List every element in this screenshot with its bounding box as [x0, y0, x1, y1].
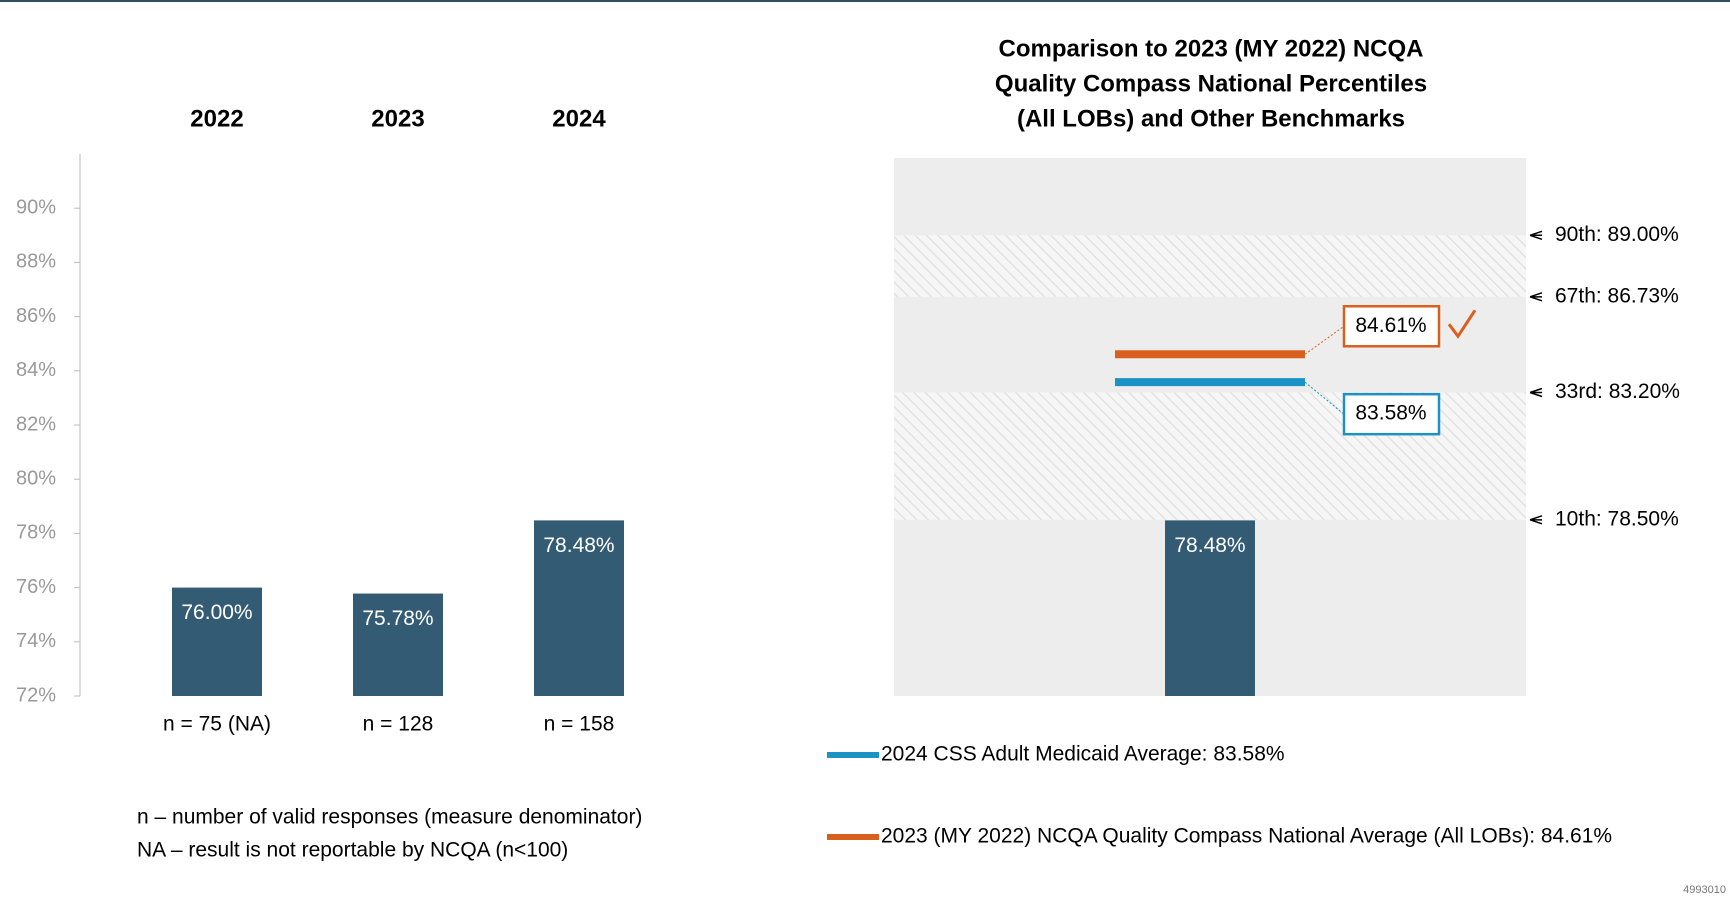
y-tick-label: 80% — [16, 467, 56, 489]
sample-size-label: n = 158 — [544, 713, 615, 736]
percentile-marker — [1529, 515, 1543, 525]
bar-value-label: 75.78% — [362, 607, 433, 630]
footer-code: 4993010 — [1683, 884, 1726, 896]
percentile-label: 90th: 89.00% — [1555, 223, 1679, 246]
y-tick-label: 86% — [16, 305, 56, 327]
legend-label: 2023 (MY 2022) NCQA Quality Compass Nati… — [881, 825, 1612, 848]
bar — [172, 587, 262, 696]
callout-box — [1342, 305, 1441, 348]
callout-box — [1342, 392, 1441, 436]
bar — [534, 520, 624, 696]
percentile-band — [894, 235, 1526, 297]
bar — [353, 593, 443, 696]
callout-label: 84.61% — [1355, 314, 1426, 337]
callout-label: 83.58% — [1355, 402, 1426, 425]
y-tick-label: 88% — [16, 251, 56, 273]
chart-title: (All LOBs) and Other Benchmarks — [1017, 105, 1405, 132]
y-tick-label: 74% — [16, 630, 56, 652]
y-tick-label: 84% — [16, 359, 56, 381]
y-tick-label: 90% — [16, 196, 56, 218]
percentile-label: 67th: 86.73% — [1555, 284, 1679, 307]
percentile-marker — [1529, 387, 1543, 398]
top-border — [0, 0, 1730, 2]
footnote: n – number of valid responses (measure d… — [137, 806, 642, 829]
bar — [1165, 520, 1255, 696]
year-label: 2022 — [190, 105, 243, 132]
y-tick-label: 76% — [16, 576, 56, 598]
checkmark-icon — [1447, 309, 1477, 339]
percentile-marker — [1529, 230, 1543, 241]
bar-value-label: 76.00% — [181, 601, 252, 624]
sample-size-label: n = 128 — [363, 713, 434, 736]
year-label: 2024 — [552, 105, 606, 132]
chart-title: Comparison to 2023 (MY 2022) NCQA — [998, 35, 1423, 62]
chart-title: Quality Compass National Percentiles — [995, 70, 1427, 97]
sample-size-label: n = 75 (NA) — [163, 713, 271, 736]
y-tick-label: 82% — [16, 413, 56, 435]
year-label: 2023 — [371, 105, 424, 132]
y-tick-label: 78% — [16, 522, 56, 544]
legend-label: 2024 CSS Adult Medicaid Average: 83.58% — [881, 743, 1285, 766]
callout-leader — [1304, 381, 1345, 415]
bar-value-label: 78.48% — [1174, 534, 1245, 557]
bar-value-label: 78.48% — [543, 534, 614, 557]
y-tick-label: 72% — [16, 684, 56, 706]
percentile-marker — [1529, 292, 1543, 302]
callout-leader — [1304, 325, 1345, 355]
percentile-label: 10th: 78.50% — [1555, 507, 1679, 530]
percentile-label: 33rd: 83.20% — [1555, 380, 1680, 403]
footnote: NA – result is not reportable by NCQA (n… — [137, 839, 568, 862]
